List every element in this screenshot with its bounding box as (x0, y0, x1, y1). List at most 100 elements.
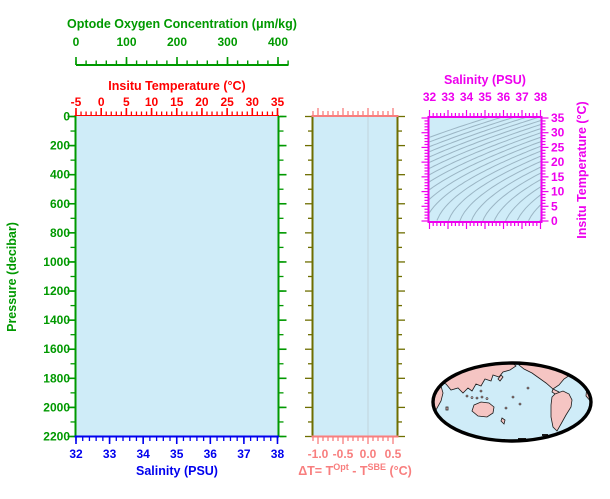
map-island (475, 396, 479, 400)
tick-label: 800 (50, 226, 70, 240)
tick-label: 35 (271, 95, 285, 109)
delta-t-title-part: ΔT= T (298, 464, 333, 478)
map-antarctic-speck (542, 434, 548, 436)
map-island (485, 397, 489, 400)
isopycnal-contour (429, 123, 541, 169)
profile-panel: Pressure (decibar) Salinity (PSU) 0 200 40… (5, 110, 287, 478)
map-outline (431, 361, 593, 443)
tick-label: 0 (98, 95, 105, 109)
tick-label: 33 (103, 447, 117, 461)
isopycnal-contour (436, 150, 541, 221)
isopycnal-contour (429, 145, 541, 214)
isopycnal-contour (504, 185, 541, 222)
tick-label: 35 (170, 447, 184, 461)
tick-label: 25 (551, 140, 565, 154)
ts-frame (427, 116, 543, 223)
tick-label: 25 (220, 95, 234, 109)
tick-label: 0 (63, 110, 70, 124)
tick-label: -0.5 (333, 447, 354, 461)
oxygen-axis: Optode Oxygen Concentration (μm/kg) 0 100… (67, 17, 297, 66)
isopycnal-contour (528, 203, 541, 222)
map-landmass (497, 374, 504, 382)
tick-label: 300 (217, 35, 237, 49)
isopycnal-contour (429, 140, 541, 200)
map-antarctic-speck (518, 438, 526, 440)
tick-label: 1400 (43, 313, 70, 327)
tick-label: 10 (551, 185, 565, 199)
delta-t-plot-area (312, 116, 398, 437)
temperature-axis-title: Insitu Temperature (°C) (108, 79, 245, 93)
tick-label: 38 (534, 90, 548, 104)
isopycnal-contour (429, 136, 541, 191)
tick-label: 0 (73, 35, 80, 49)
tick-label: 400 (268, 35, 288, 49)
isopycnal-contour (470, 166, 541, 222)
isopycnal-contour (429, 119, 541, 163)
map-island (465, 394, 469, 398)
map-island (480, 395, 484, 399)
tick-label: 1600 (43, 342, 70, 356)
tick-label: 0.5 (385, 447, 402, 461)
tick-label: 0 (551, 214, 558, 228)
isopycnal-contour (429, 128, 541, 176)
isopycnal-contour (516, 194, 541, 221)
map-detail-speck (562, 366, 564, 368)
ts-salinity-axis-title: Salinity (PSU) (444, 73, 526, 87)
oxygen-axis-title: Optode Oxygen Concentration (μm/kg) (67, 17, 297, 31)
tick-label: 5 (551, 199, 558, 213)
tick-label: 33 (441, 90, 455, 104)
tick-label: 200 (50, 139, 70, 153)
isopycnal-contour (493, 178, 541, 222)
delta-t-axis-title: ΔT= TOpt - TSBE (°C) (298, 462, 412, 478)
tick-label: 15 (551, 170, 565, 184)
tick-label: 38 (271, 447, 285, 461)
map-detail-speck (567, 365, 569, 367)
tick-label: 100 (116, 35, 136, 49)
map-island (518, 402, 522, 406)
isopycnal-contour (482, 172, 541, 222)
isopycnal-contour (459, 160, 541, 222)
tick-label: 37 (237, 447, 251, 461)
isopycnal-contour (429, 117, 528, 153)
isopycnal-contours (429, 117, 541, 222)
tick-label: 0.0 (360, 447, 377, 461)
profile-plot-area (75, 116, 279, 437)
map-landmass (500, 417, 506, 425)
tick-label: -5 (71, 95, 82, 109)
map-island (470, 396, 474, 399)
isopycnal-contour (429, 117, 515, 148)
tick-label: 5 (123, 95, 130, 109)
delta-t-title-part: (°C) (386, 464, 412, 478)
ts-temperature-axis-title: Insitu Temperature (°C) (575, 101, 589, 238)
tick-label: 2200 (43, 430, 70, 444)
map-island (511, 395, 515, 399)
tick-label: 35 (551, 111, 565, 125)
delta-t-panel: ΔT= TOpt - TSBE (°C) -1.0 -0.5 0.0 0.5 (298, 108, 412, 478)
tick-label: 37 (515, 90, 529, 104)
map-landmass (583, 367, 591, 382)
tick-label: 200 (167, 35, 187, 49)
isopycnal-contour (429, 117, 503, 143)
map-landmass (570, 363, 584, 370)
tick-label: 36 (204, 447, 218, 461)
tick-label: 600 (50, 197, 70, 211)
map-island (479, 389, 483, 393)
tick-label: 30 (551, 126, 565, 140)
tick-label: 34 (460, 90, 474, 104)
salinity-axis-title: Salinity (PSU) (136, 464, 218, 478)
delta-t-title-part: - T (349, 464, 368, 478)
tick-label: 10 (145, 95, 159, 109)
isopycnal-contour (429, 117, 540, 158)
map-island (504, 406, 508, 410)
map-landmass (550, 390, 573, 432)
tick-label: 32 (423, 90, 437, 104)
isopycnal-contour (447, 155, 541, 222)
tick-label: 34 (136, 447, 150, 461)
tick-label: 1200 (43, 284, 70, 298)
delta-t-title-sup: SBE (367, 462, 386, 472)
world-map (431, 361, 593, 443)
tick-label: 15 (170, 95, 184, 109)
tick-label: 20 (551, 155, 565, 169)
